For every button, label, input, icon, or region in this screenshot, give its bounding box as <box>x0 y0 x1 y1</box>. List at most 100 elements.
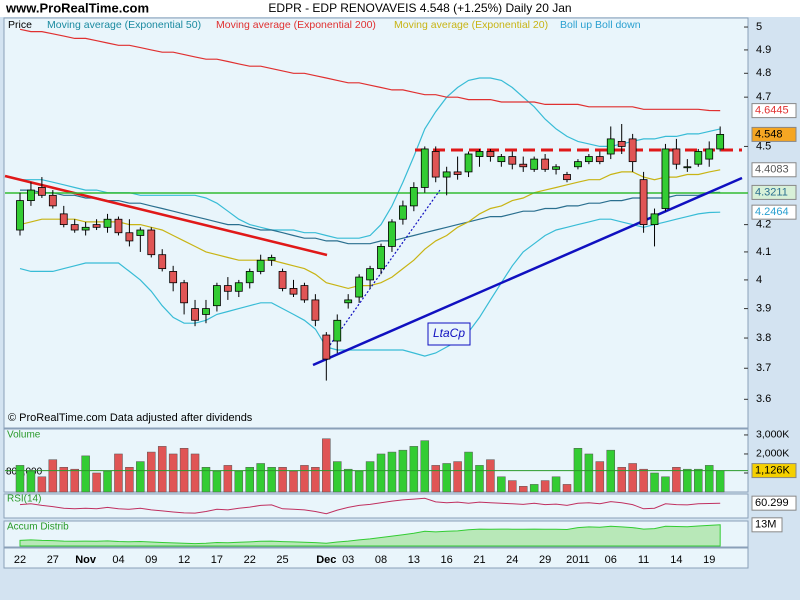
volume-annotation: 800,000 <box>6 467 43 478</box>
header-bar <box>0 0 800 17</box>
value-box <box>751 126 797 142</box>
candle-body <box>388 221 396 247</box>
volume-bar <box>442 463 451 493</box>
legend-entry: Moving average (Exponential 50) <box>47 19 201 31</box>
volume-bar <box>475 465 484 493</box>
site-name: www.ProRealTime.com <box>5 0 149 15</box>
panel-label: RSI(14) <box>7 494 41 505</box>
volume-bar <box>37 476 47 493</box>
candle-body <box>628 138 637 163</box>
volume-bar <box>420 440 430 493</box>
value-box-label: 1,126K <box>755 464 791 476</box>
legend-entry: Boll up Boll down <box>560 19 641 31</box>
x-tick-label: Nov <box>75 554 97 566</box>
x-tick-label: 2011 <box>566 554 590 566</box>
annotation: LtaCp <box>433 326 465 340</box>
candle-body <box>136 229 145 236</box>
volume-bar <box>103 470 112 493</box>
candle-body <box>48 194 57 207</box>
volume-bar <box>639 468 648 493</box>
volume-bar <box>704 465 714 493</box>
candle-body <box>180 282 189 304</box>
volume-bar <box>661 476 670 493</box>
volume-bar <box>529 484 539 493</box>
volume-bar <box>409 446 419 493</box>
x-tick-label: 29 <box>539 554 551 566</box>
legend-entry: Moving average (Exponential 20) <box>394 19 548 31</box>
panel-label: Accum Distrib <box>7 522 69 533</box>
y-tick-label: 3.6 <box>756 393 771 405</box>
volume-bar <box>562 484 572 493</box>
candle-body <box>398 205 407 220</box>
volume-bar <box>114 453 123 493</box>
x-tick-label: 19 <box>703 554 715 566</box>
y-tick-label: 4.7 <box>756 91 771 103</box>
boll-up <box>20 77 721 239</box>
volume-bar <box>343 468 353 493</box>
volume-bar <box>147 451 156 493</box>
x-tick-label: 13 <box>408 554 420 566</box>
y-tick-label: 5 <box>756 21 762 33</box>
rsi-line <box>19 497 721 515</box>
candle-body <box>694 151 703 165</box>
volume-bar <box>540 480 550 493</box>
rsi-panel <box>3 493 749 519</box>
y-tick-label: 3.7 <box>756 362 771 374</box>
candle-body <box>366 268 374 281</box>
value-box <box>751 495 797 511</box>
volume-bar <box>59 467 69 493</box>
candle-body <box>497 156 506 163</box>
candle-body <box>92 224 101 228</box>
x-tick-label: 08 <box>375 554 387 566</box>
x-tick-label: 22 <box>244 554 256 566</box>
candle-body <box>409 187 418 207</box>
volume-bar <box>365 461 375 493</box>
chart-title: EDPR - EDP RENOVAVEIS 4.548 (+1.25%) Dai… <box>268 1 571 15</box>
volume-bar <box>650 472 659 493</box>
candle-body <box>508 156 517 165</box>
y-tick-label: 2,000K <box>756 448 789 460</box>
x-tick-label: 17 <box>211 554 223 566</box>
moving-average <box>20 189 721 245</box>
volume-bar <box>92 472 101 493</box>
uptrend-line <box>312 176 743 367</box>
volume-bar <box>70 468 79 493</box>
x-tick-label: 22 <box>14 554 26 566</box>
volume-bar <box>672 467 681 493</box>
volume-bar <box>223 465 233 493</box>
volume-bar <box>584 453 594 493</box>
volume-bar <box>256 463 265 493</box>
candle-body <box>267 257 276 261</box>
candle-body <box>639 179 648 226</box>
x-tick-label: 14 <box>670 554 682 566</box>
candle-body <box>278 271 287 289</box>
candle-body <box>606 138 615 155</box>
candle-body <box>27 189 35 201</box>
volume-bar <box>715 470 725 493</box>
copyright: © ProRealTime.com Data adjusted after di… <box>8 412 253 424</box>
value-box-label: 4.2464 <box>755 206 789 218</box>
volume-bar <box>628 463 637 493</box>
value-box-label: 4.3211 <box>755 186 788 198</box>
volume-bar <box>518 486 528 493</box>
value-box-label: 4.6445 <box>755 105 789 117</box>
y-tick-label: 3.8 <box>756 332 771 344</box>
candle-body <box>333 319 342 342</box>
volume-bar <box>551 476 561 493</box>
volume-bar <box>486 459 495 493</box>
volume-bar <box>322 438 331 493</box>
candle-body <box>245 271 254 284</box>
candle-body <box>420 148 429 188</box>
candle-body <box>59 213 68 226</box>
candle-body <box>672 148 681 165</box>
candle-body <box>125 232 134 242</box>
x-tick-label: 16 <box>441 554 453 566</box>
value-box-label: 13M <box>755 519 776 531</box>
volume-bar <box>245 467 254 493</box>
volume-bar <box>136 461 145 493</box>
volume-bar <box>81 455 90 493</box>
volume-bar <box>683 468 692 493</box>
candle-body <box>442 171 451 178</box>
moving-average <box>19 28 721 112</box>
